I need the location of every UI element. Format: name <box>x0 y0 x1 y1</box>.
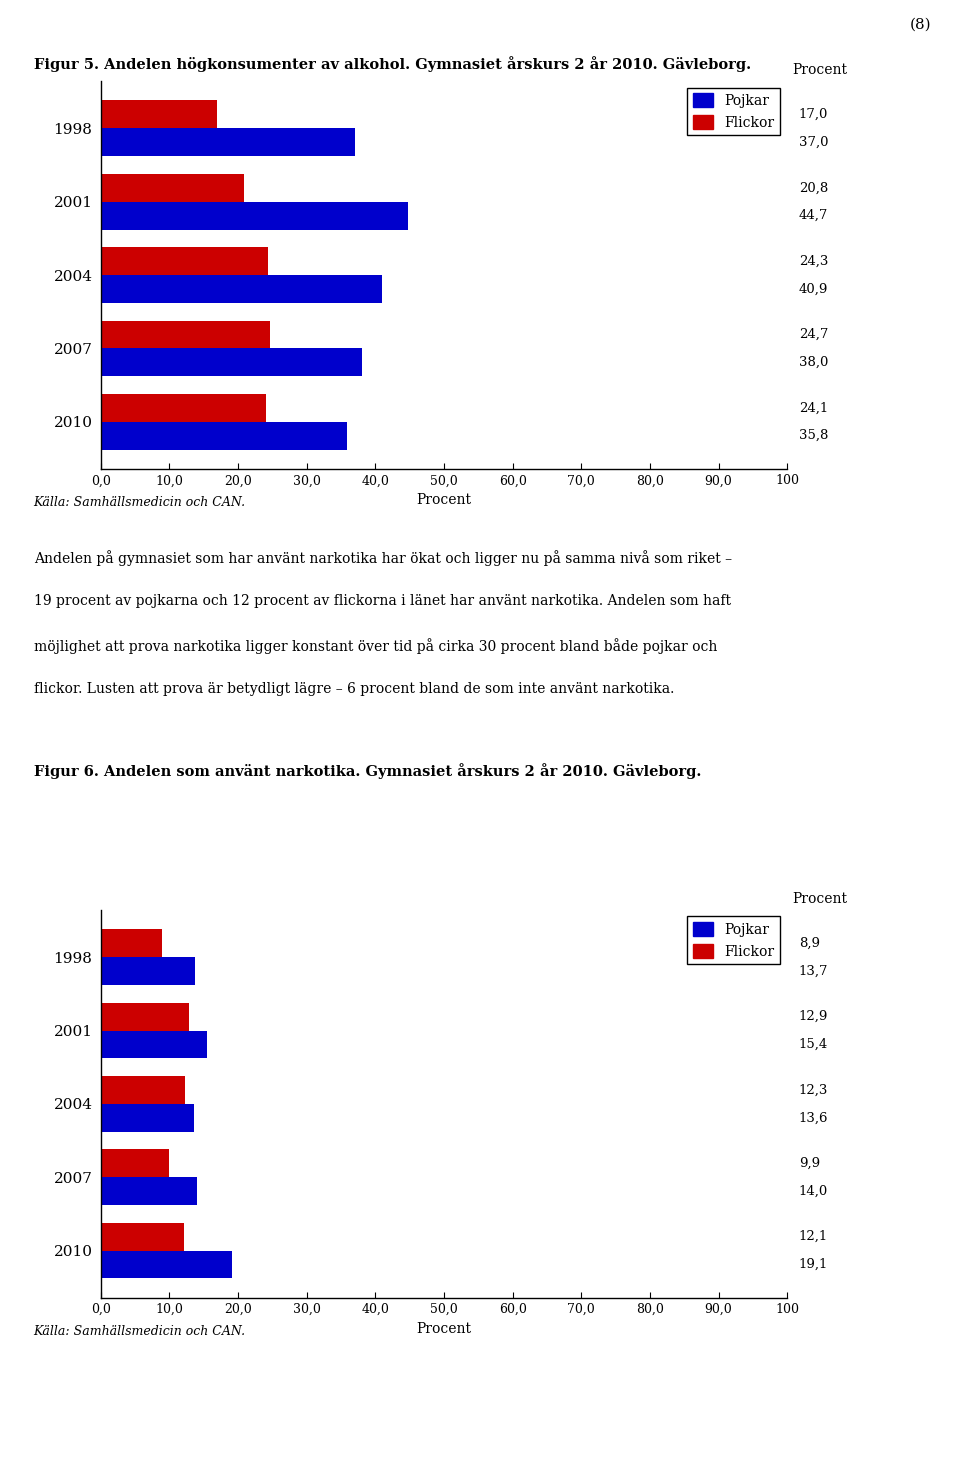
Text: flickor. Lusten att prova är betydligt lägre – 6 procent bland de som inte använ: flickor. Lusten att prova är betydligt l… <box>34 682 674 697</box>
Bar <box>101 246 268 276</box>
Bar <box>101 1177 197 1204</box>
Bar <box>101 930 162 956</box>
Text: 24,1: 24,1 <box>799 402 828 414</box>
Bar <box>101 956 195 986</box>
Legend: Pojkar, Flickor: Pojkar, Flickor <box>687 88 780 135</box>
Bar <box>101 1150 169 1177</box>
Text: 40,9: 40,9 <box>799 283 828 295</box>
Text: 35,8: 35,8 <box>799 430 828 442</box>
Text: Figur 5. Andelen högkonsumenter av alkohol. Gymnasiet årskurs 2 år 2010. Gävlebo: Figur 5. Andelen högkonsumenter av alkoh… <box>34 56 751 72</box>
Text: 15,4: 15,4 <box>799 1039 828 1050</box>
Text: 8,9: 8,9 <box>799 937 820 949</box>
Bar <box>101 348 362 376</box>
Legend: Pojkar, Flickor: Pojkar, Flickor <box>687 917 780 964</box>
Text: 13,7: 13,7 <box>799 965 828 977</box>
Text: Figur 6. Andelen som använt narkotika. Gymnasiet årskurs 2 år 2010. Gävleborg.: Figur 6. Andelen som använt narkotika. G… <box>34 763 701 779</box>
Text: 24,7: 24,7 <box>799 329 828 340</box>
Text: möjlighet att prova narkotika ligger konstant över tid på cirka 30 procent bland: möjlighet att prova narkotika ligger kon… <box>34 638 717 654</box>
Text: 19 procent av pojkarna och 12 procent av flickorna i länet har använt narkotika.: 19 procent av pojkarna och 12 procent av… <box>34 594 731 609</box>
Text: 37,0: 37,0 <box>799 136 828 148</box>
X-axis label: Procent: Procent <box>417 493 471 508</box>
Bar <box>101 100 218 128</box>
Text: 44,7: 44,7 <box>799 210 828 222</box>
Text: 9,9: 9,9 <box>799 1157 820 1169</box>
Text: Andelen på gymnasiet som har använt narkotika har ökat och ligger nu på samma ni: Andelen på gymnasiet som har använt nark… <box>34 550 732 566</box>
Text: 12,9: 12,9 <box>799 1011 828 1022</box>
Text: 20,8: 20,8 <box>799 182 828 194</box>
Bar <box>101 1030 206 1059</box>
Bar <box>101 1250 232 1278</box>
Text: (8): (8) <box>909 18 931 32</box>
Text: 12,1: 12,1 <box>799 1231 828 1243</box>
Text: 14,0: 14,0 <box>799 1185 828 1197</box>
Text: Källa: Samhällsmedicin och CAN.: Källa: Samhällsmedicin och CAN. <box>34 1325 246 1338</box>
Text: 38,0: 38,0 <box>799 356 828 368</box>
Text: Procent: Procent <box>792 63 847 78</box>
Bar <box>101 1003 189 1030</box>
X-axis label: Procent: Procent <box>417 1322 471 1336</box>
Text: Källa: Samhällsmedicin och CAN.: Källa: Samhällsmedicin och CAN. <box>34 496 246 509</box>
Text: 19,1: 19,1 <box>799 1259 828 1270</box>
Bar <box>101 201 408 229</box>
Text: Procent: Procent <box>792 892 847 907</box>
Bar <box>101 1077 185 1103</box>
Bar <box>101 393 266 422</box>
Text: 13,6: 13,6 <box>799 1112 828 1124</box>
Bar <box>101 1103 194 1133</box>
Bar <box>101 173 244 202</box>
Text: 24,3: 24,3 <box>799 255 828 267</box>
Bar <box>101 421 347 449</box>
Text: 12,3: 12,3 <box>799 1084 828 1096</box>
Bar <box>101 128 355 156</box>
Bar <box>101 320 271 348</box>
Text: 17,0: 17,0 <box>799 109 828 120</box>
Bar <box>101 1222 184 1250</box>
Bar <box>101 276 381 304</box>
